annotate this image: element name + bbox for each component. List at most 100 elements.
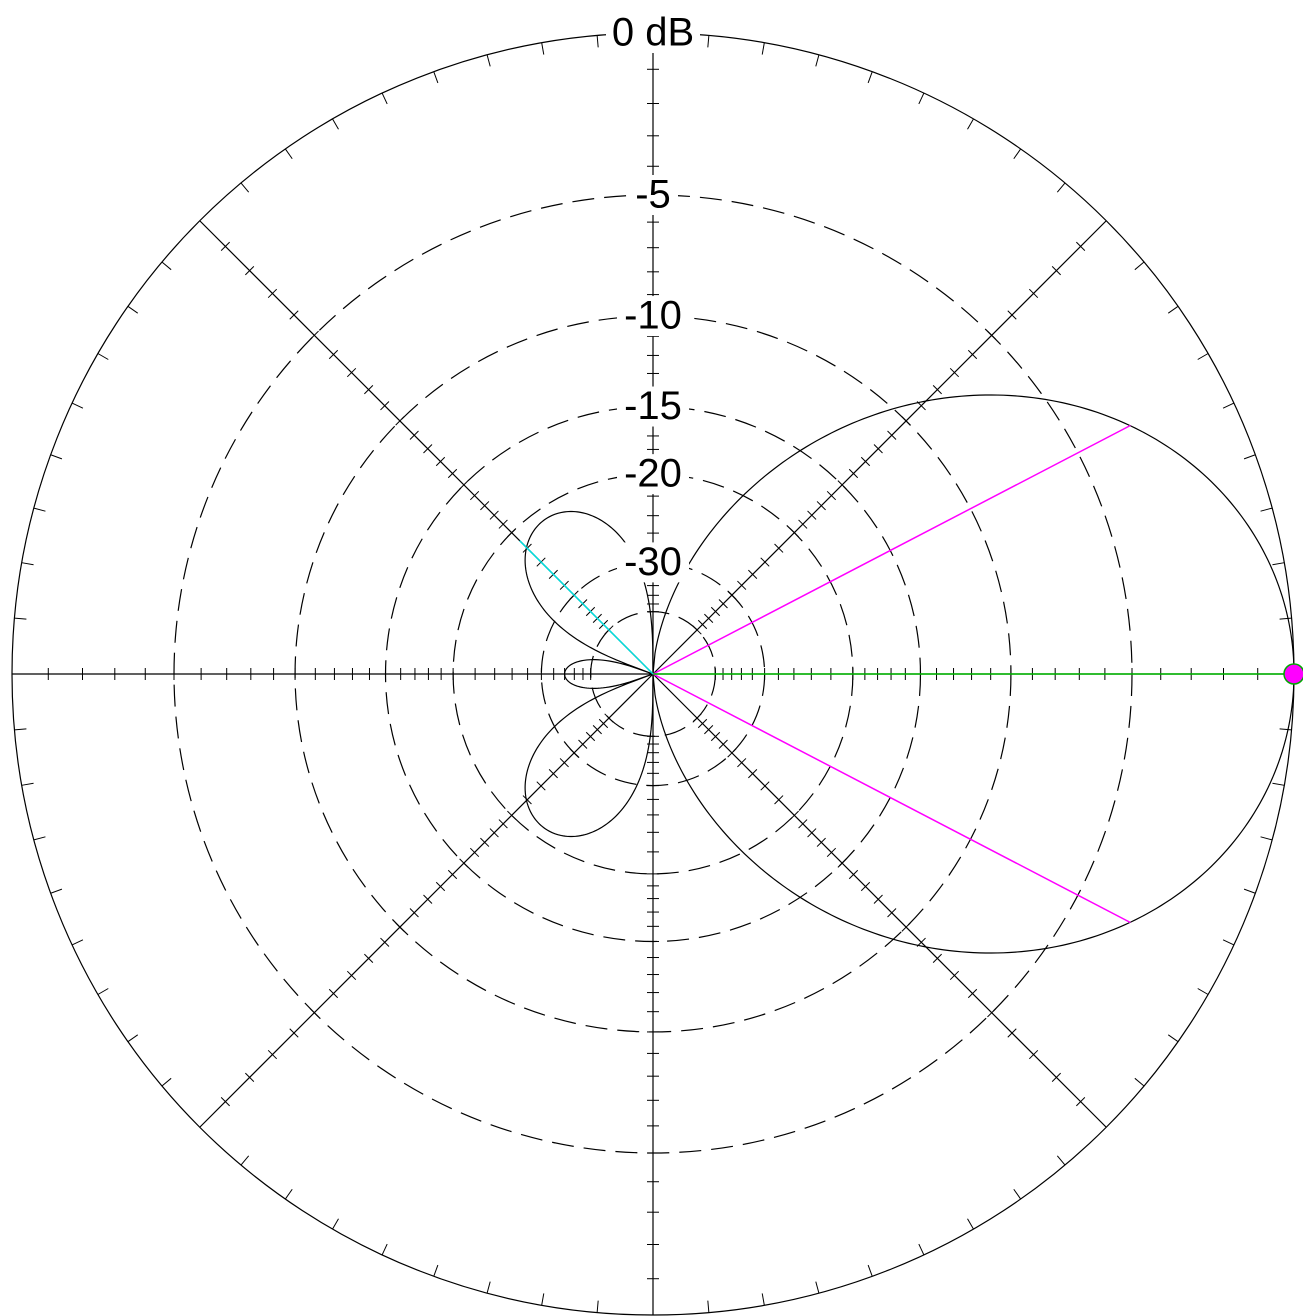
outer-tick <box>486 1281 491 1294</box>
axis-tick <box>826 847 837 858</box>
axis-tick <box>760 557 770 567</box>
outer-tick <box>381 1243 388 1256</box>
axis-tick <box>816 501 826 511</box>
outer-tick <box>707 1300 710 1313</box>
axis-tick <box>423 894 433 904</box>
outer-tick <box>541 1293 545 1306</box>
axis-tick <box>718 739 728 749</box>
axis-tick <box>727 590 737 600</box>
pattern-layer <box>524 394 1295 954</box>
ring-label-bg <box>628 175 678 216</box>
axis-tick <box>507 810 517 820</box>
pattern-trace <box>524 394 1295 954</box>
outer-tick <box>1167 1034 1179 1043</box>
axis-tick <box>987 330 997 340</box>
outer-tick <box>33 836 46 841</box>
outer-tick <box>1197 988 1209 995</box>
axis-tick <box>409 908 419 918</box>
outer-tick <box>71 402 84 409</box>
axis-tick <box>459 480 469 490</box>
axis-tick <box>245 1072 255 1082</box>
axis-tick <box>1051 266 1061 276</box>
outer-tick <box>332 118 339 130</box>
axis-tick <box>346 367 357 378</box>
axis-tick <box>697 718 708 729</box>
outer-tick <box>433 1264 439 1277</box>
outer-tick <box>33 507 46 512</box>
axis-tick <box>328 349 339 360</box>
axis-tick <box>837 480 847 490</box>
axis-tick <box>309 330 319 340</box>
axis-tick <box>522 795 532 805</box>
outer-tick <box>815 1281 820 1294</box>
outer-tick <box>127 1034 139 1043</box>
outer-tick <box>50 454 63 460</box>
outer-tick <box>1056 182 1066 193</box>
axis-tick <box>364 385 374 395</box>
axis-tick <box>1007 1028 1017 1038</box>
axis-tick <box>489 510 499 520</box>
axis-tick <box>887 908 897 918</box>
outer-tick <box>50 888 63 894</box>
axis-tick <box>774 543 784 553</box>
outer-tick <box>161 261 172 271</box>
outer-tick <box>867 1264 873 1277</box>
axis-tick <box>837 858 847 868</box>
axis-tick <box>1028 1049 1039 1060</box>
outer-tick <box>21 562 34 566</box>
axis-tick <box>718 599 728 609</box>
axis-tick <box>710 606 721 617</box>
axis-tick <box>887 430 897 440</box>
outer-tick <box>1056 1155 1066 1166</box>
outer-tick <box>284 1188 293 1200</box>
outer-tick <box>707 35 710 48</box>
axis-tick <box>798 819 808 829</box>
outer-tick <box>21 782 34 786</box>
outer-tick <box>14 728 27 731</box>
axis-tick <box>798 519 808 529</box>
axis-tick <box>498 819 508 829</box>
axis-tick <box>873 444 883 454</box>
outer-tick <box>71 939 84 946</box>
axis-tick <box>848 869 859 880</box>
axis-tick <box>704 725 714 735</box>
axis-tick <box>480 501 490 511</box>
axis-tick <box>498 519 508 529</box>
outer-tick <box>596 1300 599 1313</box>
axis-tick <box>737 758 747 768</box>
beamwidth-line <box>652 424 1131 675</box>
axis-tick <box>873 894 883 904</box>
axis-tick <box>435 881 446 892</box>
axis-tick <box>585 731 596 742</box>
axis-tick <box>710 731 721 742</box>
outer-tick <box>918 1243 925 1256</box>
axis-tick <box>289 1028 299 1038</box>
axis-tick <box>932 385 942 395</box>
outer-tick <box>761 42 765 55</box>
outer-tick <box>918 92 925 105</box>
outer-tick <box>1272 562 1285 566</box>
axis-tick <box>548 769 558 779</box>
axis-tick <box>860 456 871 467</box>
outer-tick <box>97 353 109 360</box>
axis-tick <box>469 490 480 501</box>
outer-tick <box>596 35 599 48</box>
outer-tick <box>1260 507 1273 512</box>
outer-tick <box>1272 782 1285 786</box>
ring-label-bg <box>617 454 689 495</box>
axis-tick <box>949 367 960 378</box>
outer-tick <box>867 71 873 84</box>
axis-tick <box>1028 288 1039 299</box>
outer-tick <box>127 305 139 314</box>
axis-tick <box>748 769 758 779</box>
axis-tick <box>816 837 826 847</box>
axis-tick <box>592 725 602 735</box>
ticks-layer <box>14 35 1292 1313</box>
outer-tick <box>1134 261 1145 271</box>
outer-tick <box>240 182 250 193</box>
axis-tick <box>860 881 871 892</box>
axis-tick <box>901 922 911 932</box>
outer-tick <box>967 118 974 130</box>
axis-315deg <box>652 673 1107 1128</box>
outer-tick <box>1279 728 1292 731</box>
